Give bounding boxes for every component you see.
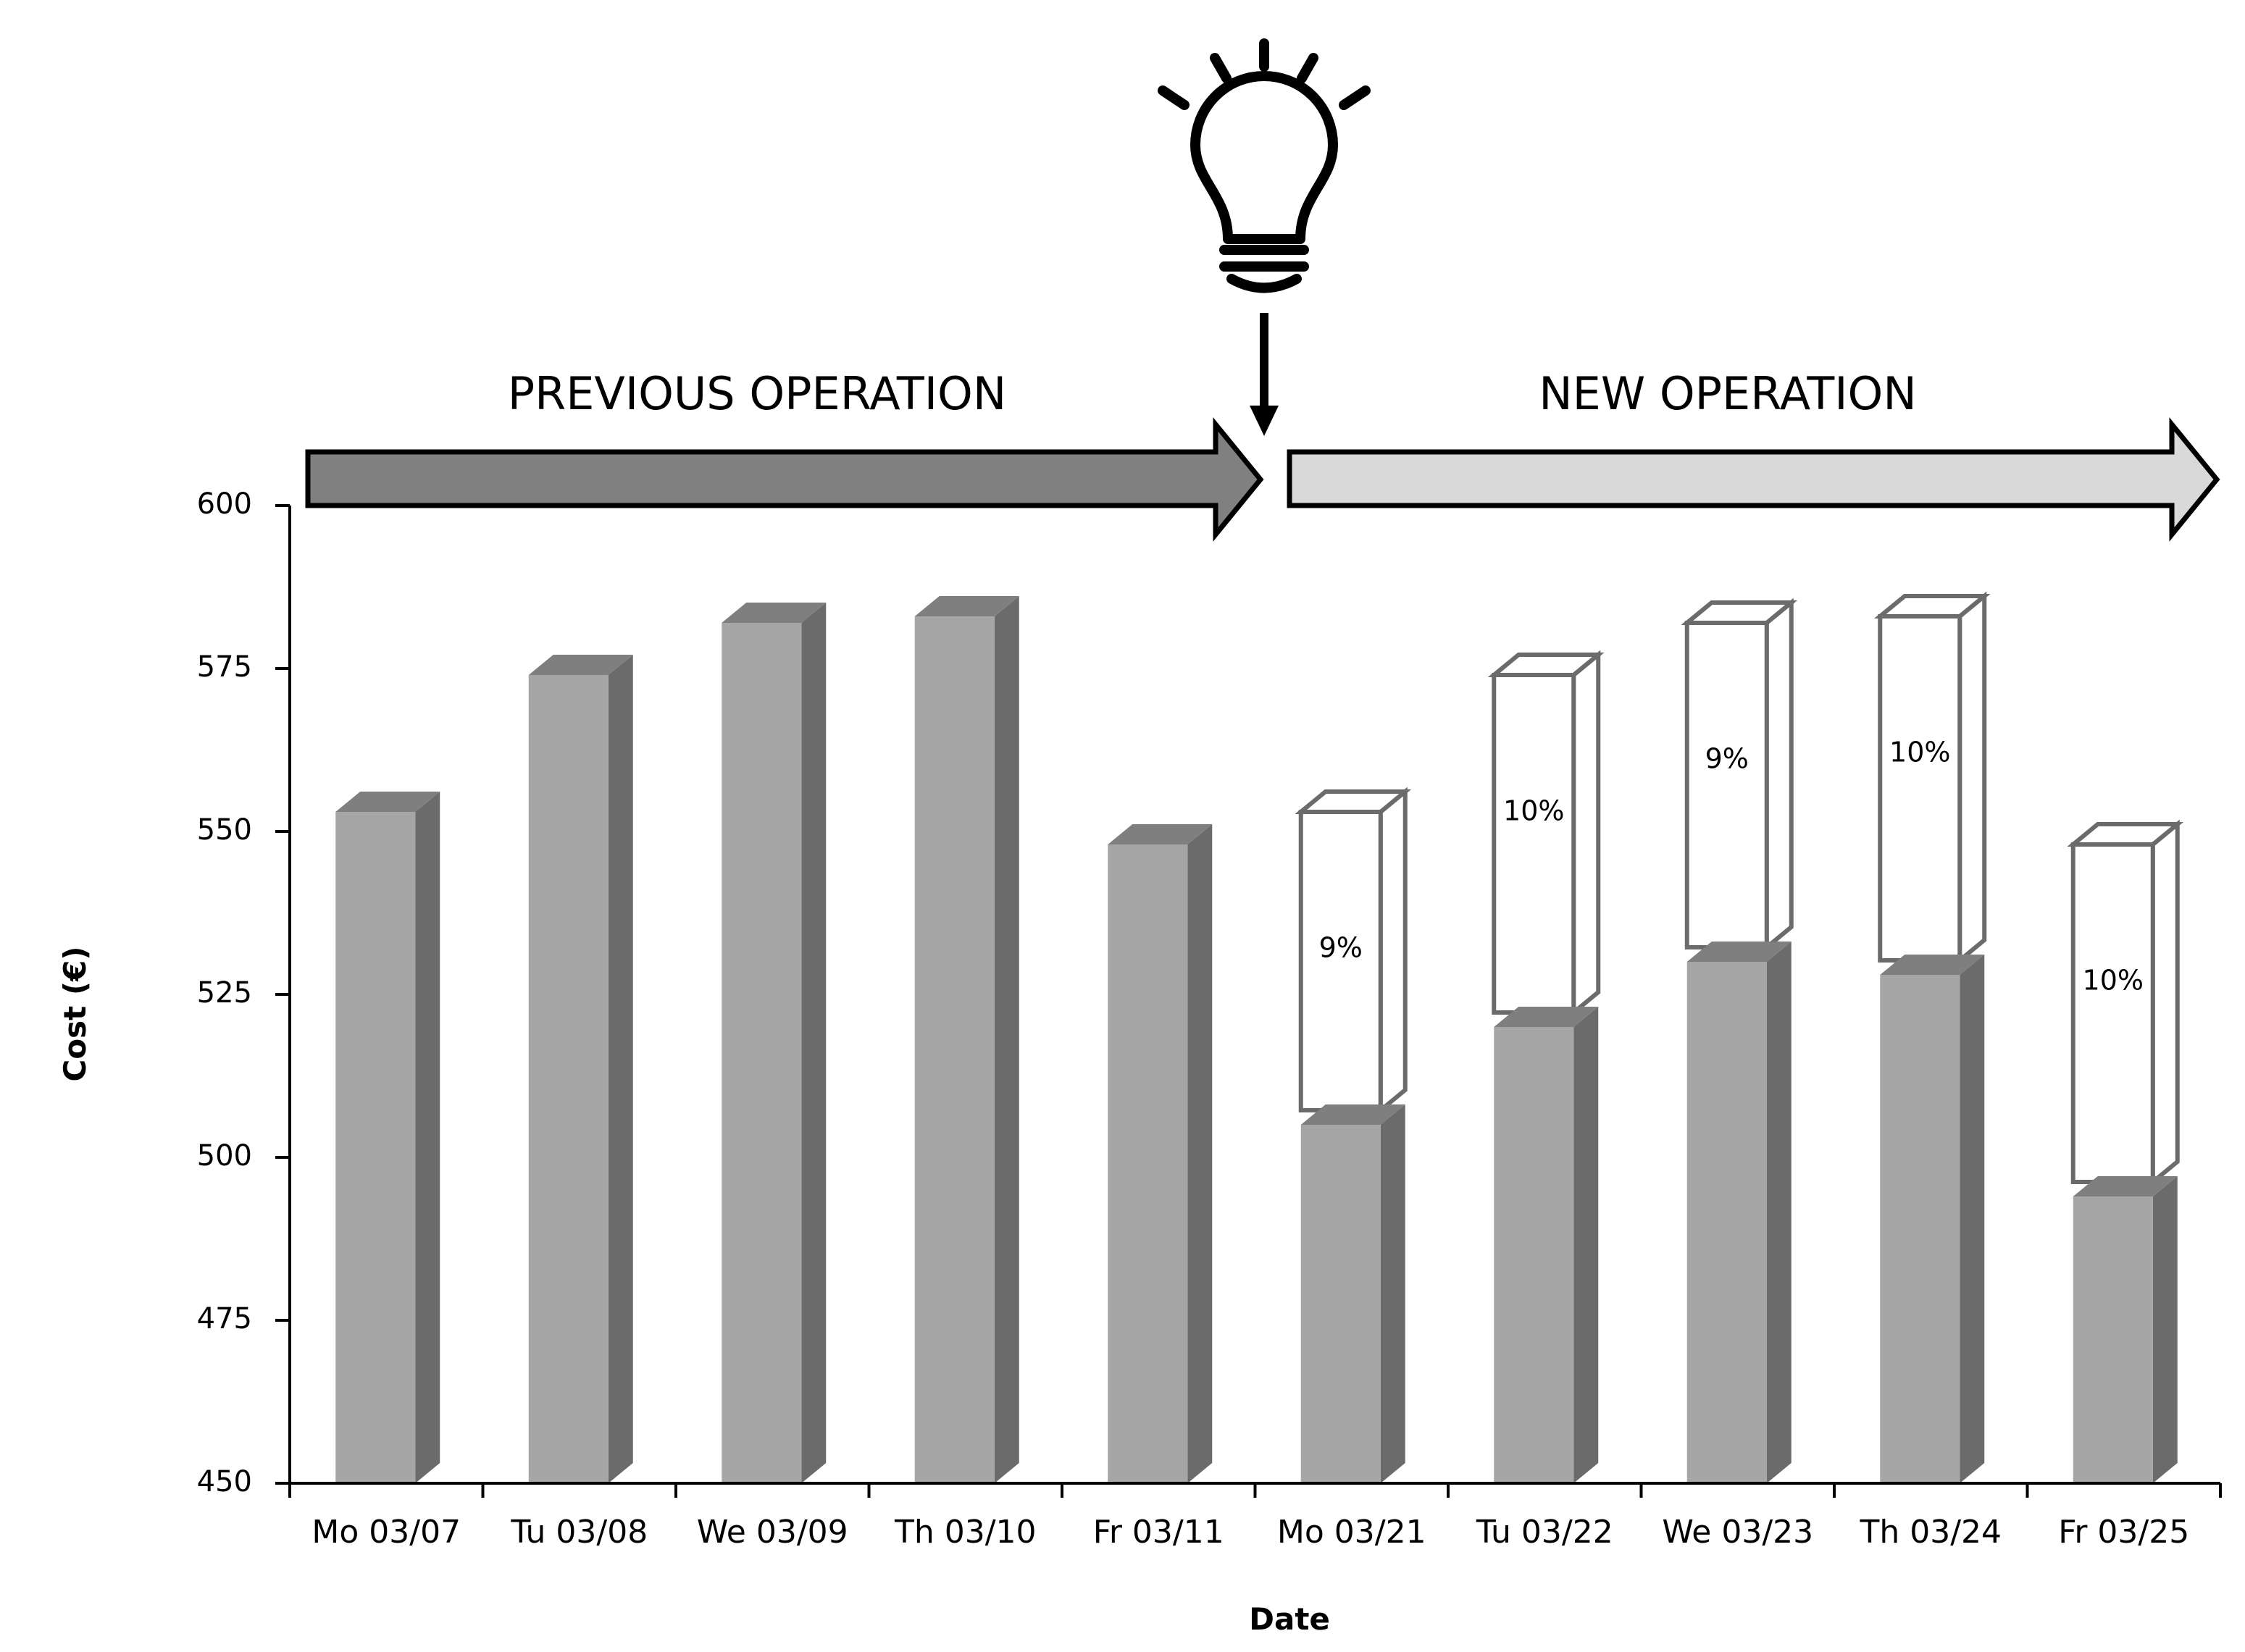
x-axis-title: Date — [1249, 1601, 1330, 1637]
reference-bar — [1487, 650, 1605, 1018]
cost-bar — [1494, 1007, 1599, 1483]
cost-bar — [335, 792, 440, 1483]
y-axis-title: Cost (€) — [57, 947, 93, 1082]
y-tick-label: 500 — [197, 1139, 252, 1173]
previous-operation-arrow — [305, 417, 1264, 542]
new-operation-arrow — [1287, 417, 2220, 542]
reference-bar — [1681, 598, 1798, 952]
x-category-label: Tu 03/08 — [510, 1514, 648, 1551]
x-category-label: Fr 03/11 — [1093, 1514, 1224, 1551]
x-category-label: Mo 03/21 — [1277, 1514, 1426, 1551]
savings-label: 10% — [1503, 795, 1564, 827]
previous-operation-label: PREVIOUS OPERATION — [508, 367, 1006, 420]
axis-layer: 450 475 500 525 550 575 600 Mo 03/07 Tu 03/08 We … — [197, 487, 2222, 1551]
cost-bar — [1300, 1104, 1405, 1483]
x-category-label: We 03/09 — [697, 1514, 848, 1551]
savings-label: 10% — [2083, 965, 2144, 997]
savings-label: 10% — [1889, 737, 1950, 768]
savings-label: 9% — [1705, 743, 1749, 775]
y-tick-label: 475 — [197, 1302, 252, 1336]
cost-bar — [722, 603, 827, 1483]
reference-bar — [1873, 591, 1991, 965]
y-tick-label: 550 — [197, 813, 252, 847]
cost-bar — [1108, 824, 1213, 1483]
x-category-label: Fr 03/25 — [2058, 1514, 2189, 1551]
cost-bar — [1686, 942, 1792, 1483]
savings-label: 9% — [1319, 932, 1363, 964]
reference-bar — [2067, 819, 2184, 1187]
cost-bar — [1880, 955, 1985, 1483]
x-category-label: We 03/23 — [1662, 1514, 1813, 1551]
y-tick-label: 450 — [197, 1465, 252, 1498]
y-tick-label: 525 — [197, 976, 252, 1010]
new-operation-label: NEW OPERATION — [1539, 367, 1916, 420]
phase-layer: PREVIOUS OPERATION NEW OPERATION — [305, 367, 2220, 542]
bar-layer: 9% 10% 9% 10% 10% — [335, 591, 2184, 1483]
lightbulb-icon — [1158, 38, 1371, 436]
y-tick-label: 600 — [197, 487, 252, 521]
y-tick-label: 575 — [197, 650, 252, 684]
x-category-label: Tu 03/22 — [1476, 1514, 1613, 1551]
x-category-label: Mo 03/07 — [312, 1514, 461, 1551]
reference-bar — [1295, 787, 1412, 1115]
cost-bar — [2073, 1176, 2178, 1483]
x-category-label: Th 03/24 — [1859, 1514, 2002, 1551]
cost-bar — [528, 655, 633, 1483]
x-category-label: Th 03/10 — [894, 1514, 1037, 1551]
cost-bar — [914, 596, 1019, 1483]
